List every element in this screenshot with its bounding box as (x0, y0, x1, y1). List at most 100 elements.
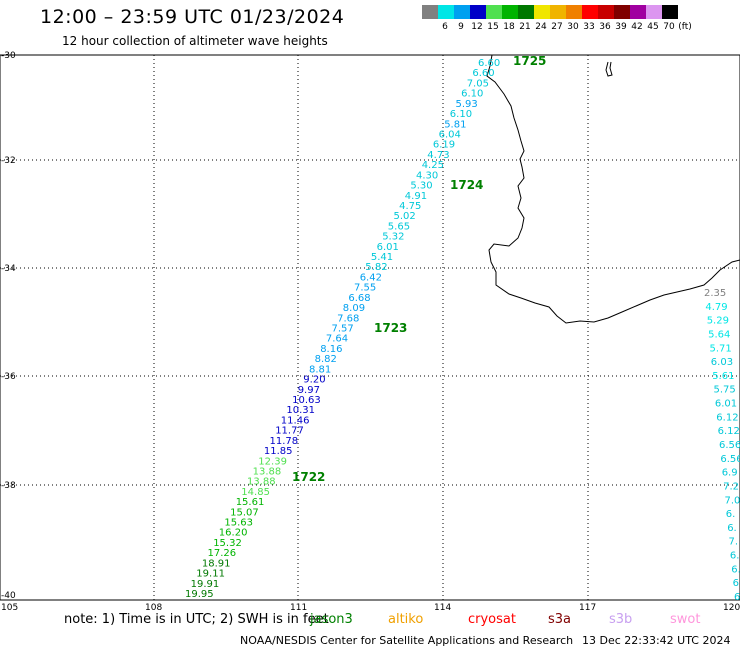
colorbar-label-45: 45 (647, 22, 659, 32)
track-right-swh-label: 6. (727, 523, 737, 534)
lat-label-30: -30 (1, 51, 16, 61)
colorbar-swatch-30 (566, 5, 582, 19)
colorbar-label-12: 12 (471, 22, 483, 32)
colorbar-swatch-45 (646, 5, 662, 19)
track-main-swh-label: 6.04 (439, 130, 461, 141)
colorbar-label-18: 18 (503, 22, 515, 32)
footnote: note: 1) Time is in UTC; 2) SWH is in fe… (64, 612, 329, 627)
colorbar-label-24: 24 (535, 22, 547, 32)
track-right-swh-label: 6.56 (720, 454, 740, 465)
track-main-swh-label: 9.20 (303, 375, 325, 386)
lat-label-32: -32 (1, 156, 16, 166)
lat-label-36: -36 (1, 372, 16, 382)
track-main-swh-label: 17.26 (208, 548, 237, 559)
track-main-swh-label: 8.09 (343, 303, 365, 314)
coastline-island (605, 61, 613, 77)
track-right-swh-label: 6. (726, 509, 736, 520)
satellite-swot: swot (670, 612, 701, 627)
track-right-swh-label: 5.64 (708, 330, 730, 341)
track-main-swh-label: 6.19 (433, 140, 455, 151)
track-main-swh-label: 6.01 (377, 242, 399, 253)
satellite-altiko: altiko (388, 612, 424, 627)
track-main-swh-label: 15.07 (230, 507, 259, 518)
time-label-1725: 1725 (513, 54, 547, 68)
colorbar-label-27: 27 (551, 22, 563, 32)
track-right-swh-label: 7. (729, 537, 739, 548)
track-right-swh-label: 5.75 (714, 385, 736, 396)
track-main-swh-label: 15.63 (224, 518, 253, 529)
colorbar-label-30: 30 (567, 22, 579, 32)
colorbar-swatch-15 (486, 5, 502, 19)
track-right-swh-label: 5.61 (712, 371, 734, 382)
colorbar-swatch-24 (534, 5, 550, 19)
credit-line: NOAA/NESDIS Center for Satellite Applica… (240, 634, 574, 647)
track-main-swh-label: 13.88 (247, 477, 276, 488)
track-main-swh-label: 7.68 (337, 313, 359, 324)
satellite-jason3: jason3 (310, 612, 353, 627)
map-subtitle: 12 hour collection of altimeter wave hei… (62, 34, 328, 48)
track-main-swh-label: 4.25 (422, 160, 444, 171)
track-main-swh-label: 5.65 (388, 221, 410, 232)
lon-label-108: 108 (145, 603, 163, 613)
track-main-swh-label: 9.97 (298, 385, 320, 396)
track-main-swh-label: 4.75 (399, 201, 421, 212)
track-main-swh-label: 7.64 (326, 334, 348, 345)
track-main-swh-label: 12.39 (258, 456, 287, 467)
track-main-swh-label: 7.05 (467, 78, 489, 89)
track-main-swh-label: 11.85 (264, 446, 293, 457)
lat-label-40: -40 (1, 591, 16, 601)
lon-label-117: 117 (579, 603, 597, 613)
lat-label-34: -34 (1, 264, 16, 274)
track-layer: 6.606.607.056.105.936.105.816.046.194.73… (185, 58, 740, 603)
colorbar-swatch-18 (502, 5, 518, 19)
colorbar-label-33: 33 (583, 22, 595, 32)
track-right-swh-label: 5.71 (710, 343, 732, 354)
track-main-swh-label: 4.91 (405, 191, 427, 202)
colorbar-swatch-70 (662, 5, 678, 19)
colorbar-swatch-12 (470, 5, 486, 19)
track-right-swh-label: 4.79 (705, 302, 727, 313)
colorbar-swatch-36 (598, 5, 614, 19)
colorbar-label-21: 21 (519, 22, 531, 32)
colorbar-swatch-27 (550, 5, 566, 19)
map-frame (0, 54, 740, 601)
map-title: 12:00 – 23:59 UTC 01/23/2024 (40, 6, 345, 28)
track-right-swh-label: 6.12 (718, 426, 740, 437)
lon-label-111: 111 (290, 603, 308, 613)
generated-timestamp: 13 Dec 22:33:42 UTC 2024 (582, 634, 731, 647)
track-main-swh-label: 5.82 (365, 262, 387, 273)
track-main-swh-label: 5.41 (371, 252, 393, 263)
colorbar-swatch-9 (454, 5, 470, 19)
colorbar-label-36: 36 (599, 22, 611, 32)
colorbar-swatch-42 (630, 5, 646, 19)
track-main-swh-label: 6.10 (450, 109, 472, 120)
colorbar-label-6: 6 (442, 22, 448, 32)
track-main-swh-label: 13.88 (253, 467, 282, 478)
track-main-swh-label: 6.68 (348, 293, 370, 304)
colorbar-label-70: 70 (663, 22, 675, 32)
track-main-swh-label: 6.60 (472, 68, 494, 79)
track-right-swh-label: 6.9 (722, 468, 738, 479)
satellite-s3b: s3b (609, 612, 633, 627)
lon-label-114: 114 (434, 603, 452, 613)
track-main-swh-label: 8.82 (315, 354, 337, 365)
colorbar-unit: (ft) (678, 22, 692, 32)
track-main-swh-label: 7.55 (354, 283, 376, 294)
track-main-swh-label: 15.32 (213, 538, 242, 549)
track-right-swh-label: 6. (731, 564, 740, 575)
colorbar-label-9: 9 (458, 22, 464, 32)
colorbar-label-15: 15 (487, 22, 499, 32)
colorbar-swatch-33 (582, 5, 598, 19)
coastline (486, 54, 740, 324)
track-main-swh-label: 11.77 (275, 426, 304, 437)
track-right-swh-label: 6. (734, 592, 740, 603)
track-main-swh-label: 11.46 (281, 415, 310, 426)
track-main-swh-label: 5.93 (456, 99, 478, 110)
track-main-swh-label: 5.32 (382, 232, 404, 243)
track-main-swh-label: 5.81 (444, 119, 466, 130)
colorbar-label-42: 42 (631, 22, 643, 32)
track-main-swh-label: 15.61 (236, 497, 265, 508)
track-right-swh-label: 7.0 (725, 495, 740, 506)
track-right-swh-label: 6.03 (711, 357, 733, 368)
track-main-swh-label: 8.16 (320, 344, 342, 355)
